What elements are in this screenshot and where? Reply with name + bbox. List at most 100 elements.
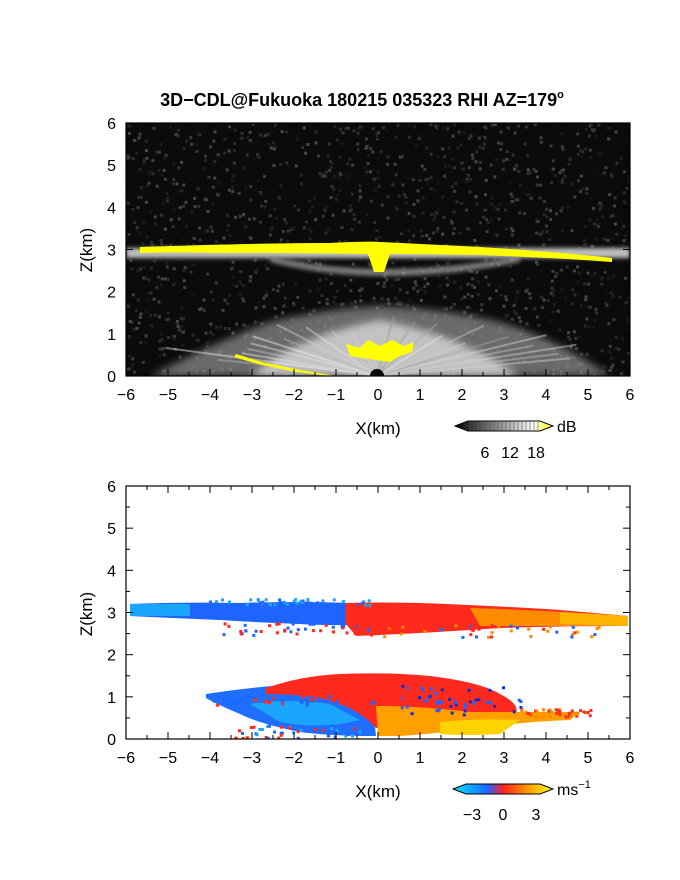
velocity-speckle-pixel	[361, 601, 364, 605]
noise-pixel	[202, 308, 206, 312]
velocity-speckle-pixel	[258, 727, 262, 731]
velocity-speckle-pixel	[301, 694, 305, 697]
noise-pixel	[193, 196, 197, 200]
noise-pixel	[380, 203, 384, 207]
velocity-speckle-pixel	[406, 686, 410, 690]
velocity-speckle-pixel	[582, 710, 586, 714]
noise-pixel	[581, 187, 585, 191]
velocity-speckle-pixel	[342, 624, 346, 628]
noise-pixel	[332, 188, 336, 191]
noise-pixel	[263, 264, 267, 268]
noise-pixel	[332, 300, 336, 304]
noise-pixel	[441, 232, 445, 236]
noise-pixel	[421, 211, 425, 215]
velocity-speckle-pixel	[308, 601, 312, 605]
noise-pixel	[214, 326, 218, 330]
noise-pixel	[518, 211, 522, 215]
noise-pixel	[240, 136, 244, 140]
noise-pixel	[329, 160, 332, 164]
noise-pixel	[470, 270, 474, 274]
noise-pixel	[213, 160, 217, 164]
noise-pixel	[191, 333, 195, 337]
noise-pixel	[180, 306, 184, 310]
noise-pixel	[367, 261, 371, 265]
noise-pixel	[628, 179, 630, 183]
noise-pixel	[539, 229, 543, 233]
noise-pixel	[592, 325, 596, 329]
noise-pixel	[459, 143, 463, 147]
noise-pixel	[398, 155, 402, 159]
noise-pixel	[432, 218, 436, 222]
noise-pixel	[155, 150, 158, 154]
noise-pixel	[257, 300, 261, 304]
noise-pixel	[223, 298, 227, 302]
noise-pixel	[180, 258, 184, 262]
noise-pixel	[152, 297, 156, 301]
noise-pixel	[549, 319, 553, 323]
velocity-colorbar-tick-label: 3	[532, 807, 541, 824]
noise-pixel	[488, 297, 492, 301]
velocity-speckle-pixel	[345, 631, 349, 635]
noise-pixel	[338, 155, 342, 159]
velocity-speckle-pixel	[252, 725, 256, 729]
velocity-speckle-pixel	[479, 625, 483, 629]
velocity-speckle-pixel	[305, 700, 309, 704]
noise-pixel	[329, 196, 333, 199]
noise-pixel	[534, 170, 538, 173]
noise-pixel	[475, 150, 479, 154]
noise-pixel	[131, 157, 135, 161]
noise-pixel	[475, 245, 479, 248]
velocity-speckle-pixel	[267, 724, 271, 728]
noise-pixel	[281, 311, 285, 315]
noise-pixel	[131, 357, 135, 361]
noise-pixel	[149, 314, 153, 317]
noise-pixel	[191, 293, 195, 297]
backscatter-colorbar-tick-label: 18	[527, 445, 545, 462]
noise-pixel	[393, 205, 397, 209]
velocity-speckle-pixel	[530, 713, 534, 717]
velocity-speckle-pixel	[301, 599, 305, 603]
x-tick-label: −5	[159, 387, 177, 404]
noise-pixel	[507, 158, 511, 162]
noise-pixel	[516, 124, 520, 128]
velocity-colorbar-tick-label: −3	[463, 807, 481, 824]
noise-pixel	[579, 148, 583, 152]
noise-pixel	[460, 202, 464, 205]
noise-pixel	[245, 153, 249, 157]
noise-pixel	[373, 185, 377, 189]
noise-pixel	[585, 127, 588, 131]
noise-pixel	[221, 308, 225, 312]
noise-pixel	[547, 298, 550, 302]
velocity-speckle-pixel	[231, 603, 235, 607]
noise-pixel	[441, 147, 445, 151]
noise-pixel	[609, 215, 613, 218]
noise-pixel	[594, 134, 598, 138]
noise-pixel	[443, 164, 447, 168]
noise-pixel	[407, 229, 411, 233]
noise-pixel	[364, 137, 368, 141]
noise-pixel	[457, 133, 461, 136]
noise-pixel	[341, 302, 345, 306]
velocity-speckle-pixel	[439, 628, 443, 631]
x-tick-label: 4	[542, 387, 551, 404]
noise-pixel	[223, 137, 227, 141]
noise-pixel	[152, 243, 156, 247]
noise-pixel	[335, 138, 339, 142]
velocity-speckle-pixel	[528, 714, 532, 718]
velocity-speckle-pixel	[437, 708, 441, 712]
velocity-speckle-pixel	[330, 727, 334, 730]
velocity-speckle-pixel	[461, 635, 465, 639]
noise-pixel	[583, 225, 587, 229]
noise-pixel	[308, 199, 312, 203]
noise-pixel	[400, 232, 403, 236]
noise-pixel	[578, 271, 581, 275]
noise-pixel	[369, 170, 372, 174]
noise-pixel	[198, 226, 201, 230]
noise-pixel	[369, 147, 373, 151]
noise-pixel	[602, 171, 606, 175]
velocity-speckle-pixel	[312, 622, 316, 626]
noise-pixel	[330, 185, 334, 188]
noise-pixel	[413, 257, 417, 261]
velocity-speckle-pixel	[370, 633, 373, 637]
noise-pixel	[408, 123, 412, 127]
